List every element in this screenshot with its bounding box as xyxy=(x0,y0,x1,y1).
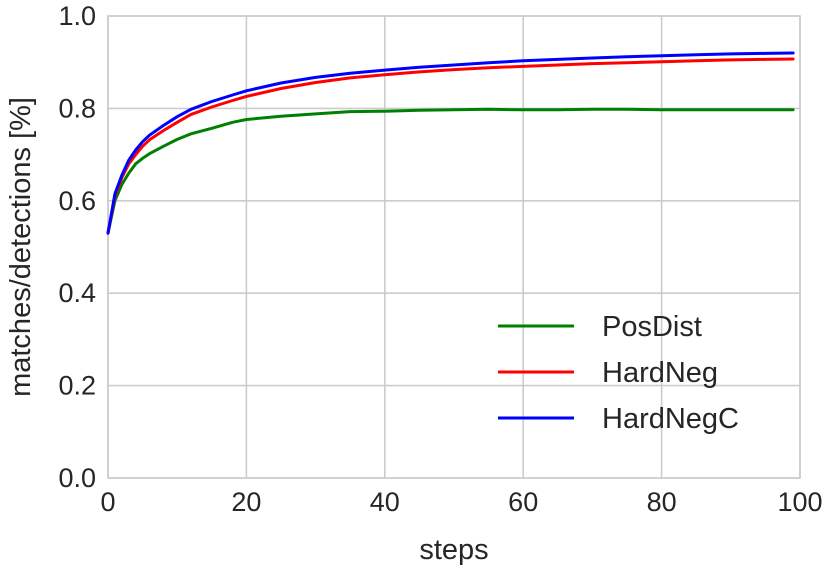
y-tick-label: 0.4 xyxy=(58,278,96,308)
series-line-hardneg xyxy=(106,57,795,235)
series-line-posdist xyxy=(106,107,795,235)
x-tick-label: 40 xyxy=(370,487,400,517)
legend-label-posdist: PosDist xyxy=(602,311,702,343)
y-tick-label: 0.2 xyxy=(58,371,96,401)
x-tick-label: 0 xyxy=(100,487,115,517)
x-tick-label: 100 xyxy=(777,487,822,517)
x-tick-label: 20 xyxy=(231,487,261,517)
plot-frame xyxy=(107,15,801,479)
x-tick-label: 60 xyxy=(508,487,538,517)
x-tick-label: 80 xyxy=(647,487,677,517)
tick-labels: 0 20 40 60 80 100 0.0 0.2 0.4 0.6 0.8 1.0 xyxy=(58,1,822,517)
series-line-hardnegc xyxy=(106,51,795,235)
legend-label-hardneg: HardNeg xyxy=(602,357,718,389)
y-tick-label: 0.8 xyxy=(58,93,96,123)
y-tick-label: 1.0 xyxy=(58,1,96,31)
y-tick-label: 0.6 xyxy=(58,186,96,216)
legend-label-hardnegc: HardNegC xyxy=(602,403,739,435)
x-axis-label: steps xyxy=(419,534,488,566)
legend: PosDist HardNeg HardNegC xyxy=(498,311,739,435)
y-tick-label: 0.0 xyxy=(58,463,96,493)
y-axis-label: matches/detections [%] xyxy=(5,97,37,397)
series-lines xyxy=(106,51,795,235)
